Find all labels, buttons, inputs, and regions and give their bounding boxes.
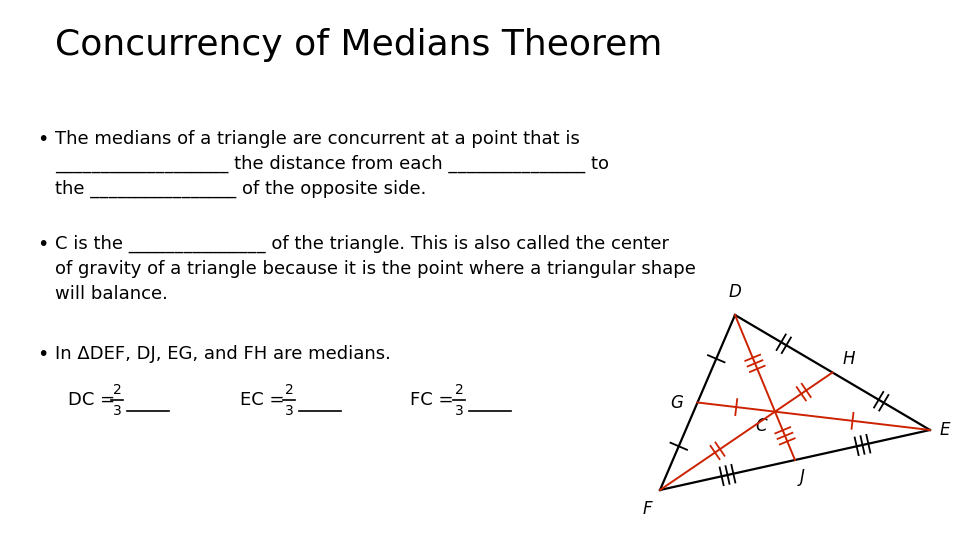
Text: DC =: DC = [68,391,121,409]
Text: •: • [37,235,48,254]
Text: •: • [37,130,48,149]
Text: 3: 3 [112,404,121,418]
Text: ___________________ the distance from each _______________ to: ___________________ the distance from ea… [55,155,609,173]
Text: F: F [642,500,652,518]
Text: EC =: EC = [240,391,290,409]
Text: E: E [940,421,950,439]
Text: 3: 3 [455,404,464,418]
Text: the ________________ of the opposite side.: the ________________ of the opposite sid… [55,180,426,198]
Text: D: D [729,283,741,301]
Text: of gravity of a triangle because it is the point where a triangular shape: of gravity of a triangle because it is t… [55,260,696,278]
Text: 2: 2 [112,383,121,397]
Text: •: • [37,345,48,364]
Text: 2: 2 [455,383,464,397]
Text: H: H [843,349,855,368]
Text: will balance.: will balance. [55,285,168,303]
Text: 3: 3 [284,404,294,418]
Text: In ΔDEF, DJ, EG, and FH are medians.: In ΔDEF, DJ, EG, and FH are medians. [55,345,391,363]
Text: 2: 2 [284,383,294,397]
Text: Concurrency of Medians Theorem: Concurrency of Medians Theorem [55,28,662,62]
Text: The medians of a triangle are concurrent at a point that is: The medians of a triangle are concurrent… [55,130,580,148]
Text: C is the _______________ of the triangle. This is also called the center: C is the _______________ of the triangle… [55,235,669,253]
Text: C: C [756,417,767,435]
Text: FC =: FC = [410,391,459,409]
Text: G: G [671,394,684,411]
Text: J: J [800,468,804,486]
